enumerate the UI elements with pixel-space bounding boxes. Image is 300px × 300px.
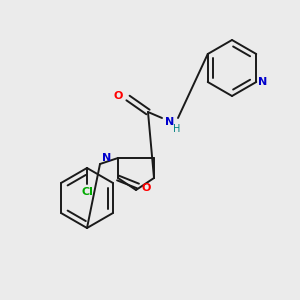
Text: N: N [258, 77, 268, 87]
Text: N: N [165, 117, 175, 127]
Text: O: O [114, 91, 123, 101]
Text: Cl: Cl [81, 187, 93, 197]
Text: N: N [102, 153, 111, 163]
Text: O: O [141, 183, 150, 193]
Text: H: H [173, 124, 181, 134]
